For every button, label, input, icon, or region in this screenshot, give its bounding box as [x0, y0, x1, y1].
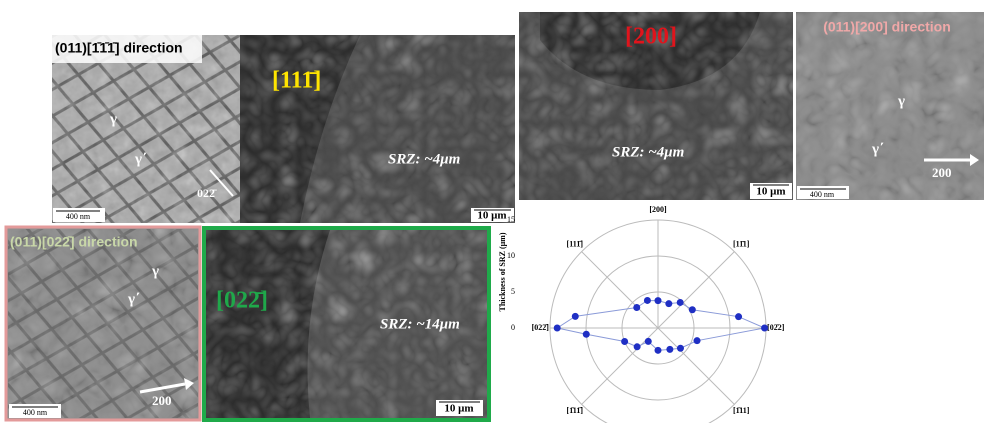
data-point: [666, 345, 674, 353]
data-point: [654, 297, 662, 305]
angle-label: [111̄]: [567, 240, 584, 249]
angle-label: [11̄1]: [733, 240, 750, 249]
sem-panel: [200] SRZ: ~4μm 10 μm: [519, 12, 793, 200]
tem-panel: (011)[022̄] direction γ γ΄ 200 400 nm: [4, 225, 202, 422]
phase-label: γ: [151, 263, 159, 279]
data-point: [621, 337, 629, 345]
panel-label: (011)[022̄] direction: [10, 234, 138, 250]
data-point: [761, 324, 769, 332]
r-tick-label: 10: [507, 251, 515, 260]
data-point: [676, 298, 684, 306]
sem-panel: [022̄] SRZ: ~14μm 10 μm: [202, 226, 491, 422]
scale-bar: 400 nm: [66, 212, 91, 221]
r-tick-label: 0: [511, 323, 515, 332]
data-point: [735, 313, 743, 321]
r-tick-label: 5: [511, 287, 515, 296]
data-point: [676, 344, 684, 352]
r-tick-label: 15: [507, 215, 515, 224]
spoke: [581, 251, 659, 329]
phase-label: γ: [109, 111, 117, 127]
phase-label: γ΄: [134, 151, 147, 167]
data-point: [644, 337, 652, 345]
direction-label: 200: [152, 393, 172, 408]
direction-label: 200: [932, 165, 952, 180]
scale-bar: 400 nm: [810, 190, 835, 199]
angle-label: [1̄11̄]: [567, 406, 584, 415]
direction-label: 022̄: [197, 186, 217, 200]
panel-label: (011)[200] direction: [823, 19, 951, 35]
data-point: [688, 306, 696, 314]
panel-label: (011)[1̄1̄1̄] direction: [55, 40, 183, 56]
phase-label: γ΄: [127, 291, 140, 307]
arrow: [139, 382, 186, 394]
data-point: [633, 343, 641, 351]
scale-bar: 10 μm: [477, 210, 506, 222]
panel-label: [200]: [625, 24, 677, 50]
angle-label: [1̄11]: [733, 406, 750, 415]
phase-label: γ΄: [871, 141, 884, 157]
angle-label: [02̄2]: [767, 323, 785, 332]
data-point: [582, 330, 590, 338]
spoke: [657, 327, 735, 405]
sem-panel: [111̄] SRZ: ~4μm 10 μm: [240, 35, 515, 223]
axis-label: Thickness of SRZ (μm): [498, 232, 507, 311]
phase-label: γ: [897, 93, 905, 109]
data-point: [654, 346, 662, 354]
angle-label: [200]: [649, 205, 667, 214]
data-point: [571, 312, 579, 320]
panel-label: [022̄]: [216, 288, 268, 314]
tem-panel: (011)[200] direction γ γ΄ 200 400 nm: [796, 12, 984, 200]
data-point: [693, 337, 701, 345]
data-point: [665, 300, 673, 308]
srz-label: SRZ: ~14μm: [380, 316, 460, 332]
data-point: [643, 296, 651, 304]
scale-bar: 10 μm: [444, 403, 473, 415]
arrow: [209, 169, 234, 197]
polar-chart: Thickness of SRZ (μm) 0 5 10 15 [200] [11̄1] […: [498, 205, 785, 423]
srz-label: SRZ: ~4μm: [612, 144, 684, 160]
panel-label: [111̄]: [272, 68, 321, 94]
data-point: [633, 303, 641, 311]
scale-bar: 10 μm: [756, 186, 785, 198]
angle-label: [022̄]: [532, 323, 550, 332]
spoke: [657, 251, 735, 329]
tem-panel: (011)[1̄1̄1̄] direction γ γ΄ 022̄ 400 nm: [52, 35, 240, 223]
data-point: [553, 324, 561, 332]
srz-label: SRZ: ~4μm: [388, 151, 460, 167]
scale-bar: 400 nm: [23, 408, 48, 417]
